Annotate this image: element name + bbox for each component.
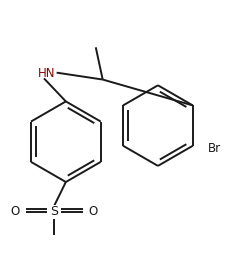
Text: O: O [10, 205, 20, 218]
Text: Br: Br [207, 142, 221, 155]
Text: S: S [50, 205, 58, 218]
Text: HN: HN [38, 67, 55, 80]
Text: O: O [89, 205, 98, 218]
